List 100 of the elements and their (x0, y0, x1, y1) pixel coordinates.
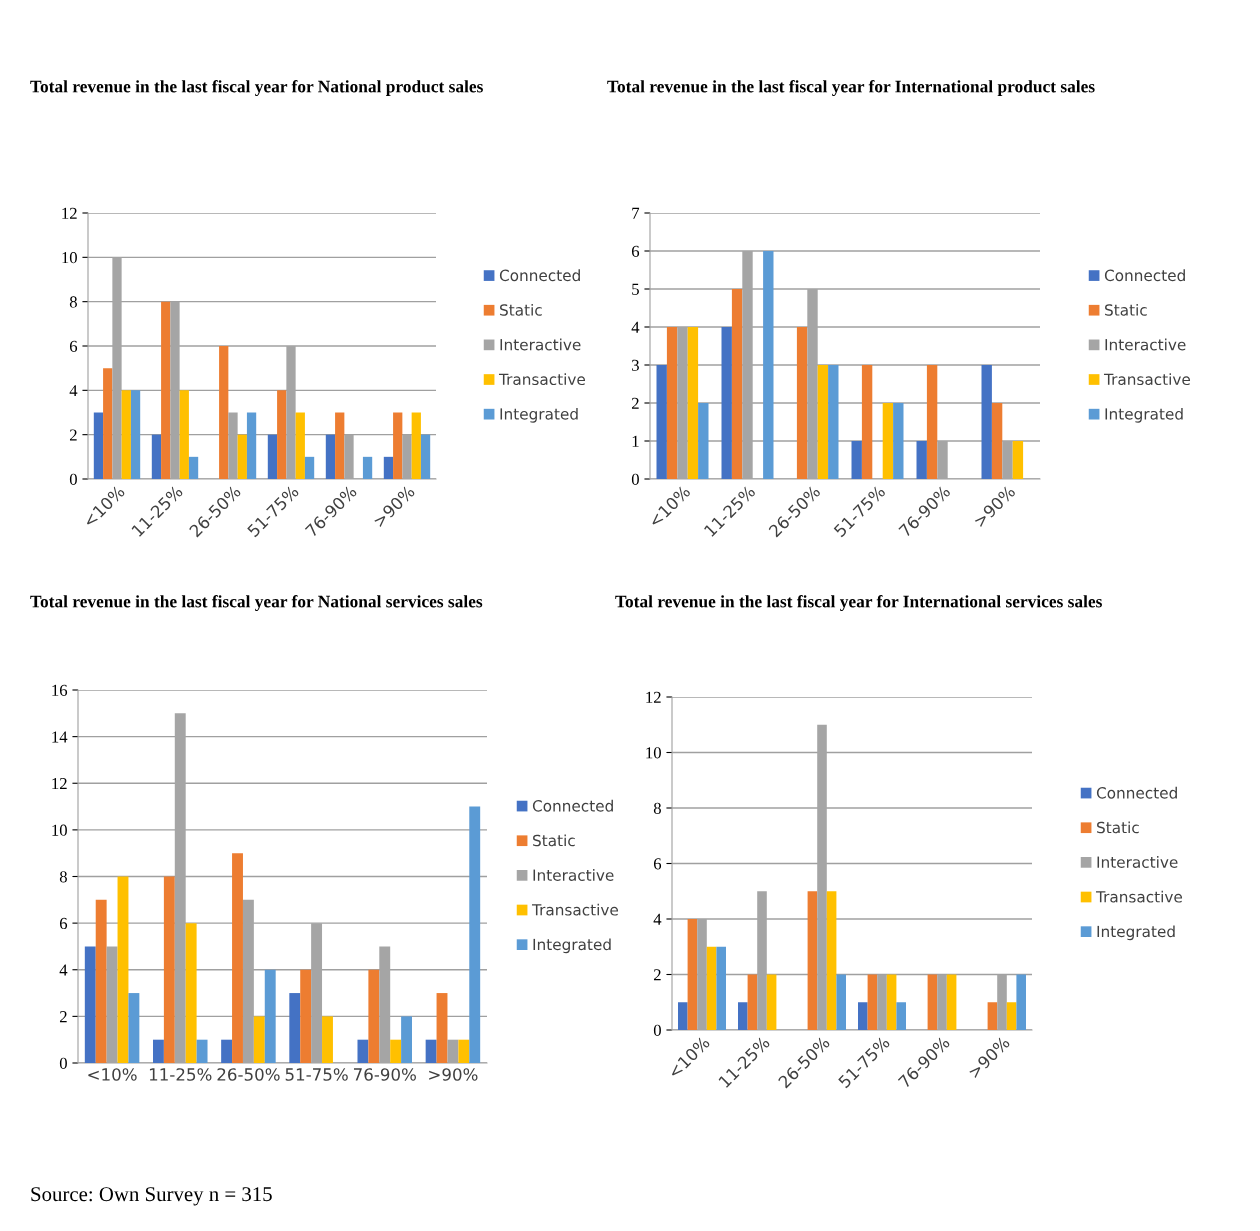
bar (289, 993, 301, 1063)
legend-label: Integrated (533, 938, 611, 954)
y-tick-label: 1 (632, 435, 639, 447)
bar (163, 876, 175, 1063)
bar (161, 301, 171, 479)
y-tick-label: 0 (631, 473, 639, 485)
chart-title: Total revenue in the last fiscal year for National product sales (30, 80, 483, 96)
x-tick-label: 11-25% (149, 1068, 212, 1081)
bar (851, 441, 862, 479)
bar (927, 974, 938, 1030)
y-tick-label: 12 (646, 691, 661, 703)
bar (858, 1002, 868, 1030)
bar (362, 456, 373, 479)
bar (436, 993, 448, 1063)
bar (393, 412, 403, 479)
legend-label: Static (1105, 303, 1147, 316)
bar (817, 365, 829, 479)
bar (179, 390, 189, 479)
chart-title: Total revenue in the last fiscal year for National services sales (30, 595, 483, 611)
bar (987, 1002, 998, 1030)
bar (807, 891, 818, 1030)
bar (678, 1002, 688, 1030)
bar (277, 390, 287, 479)
y-tick-label: 8 (653, 802, 661, 814)
y-tick-label: 5 (632, 283, 639, 295)
bar (368, 969, 380, 1063)
bar (151, 434, 162, 479)
bar (304, 456, 315, 479)
bar (836, 974, 846, 1030)
y-tick-label: 8 (59, 871, 67, 883)
bar (698, 403, 709, 479)
legend-label: Transactive (1095, 890, 1183, 903)
bar (237, 434, 247, 479)
legend-label: Connected (532, 799, 613, 812)
y-tick-label: 2 (631, 397, 639, 409)
bar (687, 919, 698, 1030)
bar (84, 946, 96, 1063)
bar (458, 1039, 470, 1063)
bar (766, 974, 777, 1030)
x-tick-label: >90% (429, 1068, 478, 1081)
bar (232, 853, 243, 1063)
bar (828, 365, 839, 479)
legend-label: Connected (1096, 786, 1177, 799)
bar (796, 327, 808, 479)
bar (721, 327, 732, 479)
legend-label: Static (1097, 821, 1139, 834)
bar (861, 365, 873, 479)
y-tick-label: 6 (631, 245, 640, 257)
y-tick-label: 4 (631, 321, 640, 333)
bar (747, 974, 758, 1030)
legend-label: Interactive (533, 869, 614, 881)
bar (246, 412, 257, 479)
y-tick-label: 14 (52, 731, 68, 743)
legend-label: Interactive (1097, 856, 1178, 868)
y-tick-label: 4 (59, 964, 68, 976)
y-tick-label: 0 (59, 1057, 67, 1069)
source-note: Source: Own Survey n = 315 (31, 1187, 272, 1206)
y-tick-label: 2 (69, 429, 77, 441)
bar (128, 993, 140, 1063)
y-tick-label: 4 (653, 913, 662, 925)
chart-title: Total revenue in the last fiscal year for International product sales (607, 80, 1095, 96)
legend-label: Integrated (500, 407, 578, 423)
y-tick-label: 0 (69, 473, 77, 485)
bar (196, 1039, 208, 1063)
bar (390, 1039, 402, 1063)
bar (1016, 974, 1026, 1030)
x-tick-label: 51-75% (285, 1068, 348, 1081)
bar (121, 390, 131, 479)
bar (731, 289, 743, 479)
bar (264, 969, 276, 1063)
legend-label: Static (500, 303, 542, 316)
y-tick-label: 6 (653, 858, 662, 870)
bar (219, 346, 229, 479)
legend-label: Interactive (1105, 338, 1186, 351)
legend-label: Connected (1104, 269, 1185, 282)
bar (738, 1002, 748, 1030)
bar (322, 1016, 333, 1063)
bar (185, 923, 197, 1063)
bar (946, 974, 957, 1030)
bar (1006, 1002, 1017, 1030)
legend-label: Interactive (500, 338, 581, 351)
y-tick-label: 7 (632, 207, 640, 219)
bar (383, 456, 394, 479)
legend-label: Transactive (498, 373, 586, 386)
bar (656, 365, 667, 479)
y-tick-label: 8 (69, 296, 77, 308)
bar (882, 403, 894, 479)
bar (916, 441, 927, 479)
y-tick-label: 16 (52, 684, 68, 696)
bar (300, 969, 312, 1063)
legend-label: Transactive (531, 903, 619, 916)
y-tick-label: 6 (59, 917, 68, 930)
legend-label: Integrated (1097, 925, 1175, 941)
bar (1012, 441, 1024, 479)
bar (325, 434, 336, 479)
bar (267, 434, 278, 479)
bar (335, 412, 345, 479)
bar (687, 327, 699, 479)
bar (425, 1039, 437, 1063)
legend-label: Connected (499, 269, 580, 282)
